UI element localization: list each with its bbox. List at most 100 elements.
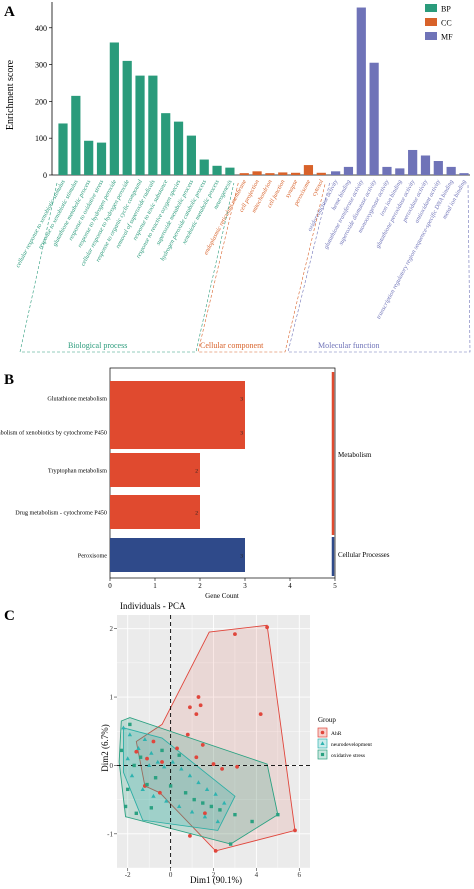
panel-a-ylabel: Enrichment score [5,59,16,130]
panel-c-point [201,801,205,805]
panel-c-point [168,784,173,788]
panel-c-point [189,809,195,814]
panel-c-point [276,812,280,817]
panel-c-point [153,776,158,780]
panel-a-bar [212,165,222,175]
panel-c-x-tick-label: -2 [125,871,131,879]
panel-a-group-bracket-bp [19,182,235,353]
panel-c-point [235,764,239,769]
panel-a-bar [265,173,275,175]
panel-c-point [204,787,210,791]
panel-a-group-brackets: Biological process Cellular component Mole… [19,182,471,353]
panel-a-bar [161,113,171,175]
panel-c-point [134,811,138,815]
panel-c-x-tick-label: 4 [255,871,259,879]
panel-a-bar [420,155,431,175]
panel-a-bar [343,166,354,175]
panel-c-point [203,811,207,816]
panel-c-point [151,739,156,744]
panel-a-group-bracket-cc [197,182,326,353]
panel-b-bar [110,538,245,572]
panel-b-bar [110,453,200,487]
panel-c-legend-marker [320,752,325,757]
panel-c-point [149,750,154,755]
panel-c-point [134,749,139,754]
panel-b-category-label: Peroxisome [78,553,107,560]
panel-c-point [211,762,216,766]
panel-c-plot: -2 0 2 4 6 -1 0 1 2 [107,615,310,879]
panel-c-y-tick-label: -1 [107,830,113,838]
panel-b-x-tick-label: 5 [333,582,337,590]
panel-c-point [194,712,199,717]
panel-a-category-labels: cellular response to xenobiotic stimulus… [14,178,467,320]
panel-c-point [126,787,130,792]
panel-c-point [218,808,222,812]
panel-c-legend-label: oxidative stress [331,753,365,759]
panel-a-bar [303,165,314,175]
panel-a-bar [96,142,107,175]
panel-c-point [228,842,233,846]
panel-c-point [179,766,184,771]
panel-a-bars [58,7,469,176]
panel-a-legend-label-cc: CC [441,19,452,28]
panel-a-y-tick-label: 0 [43,171,47,180]
panel-c-point [157,790,162,795]
panel-a-legend-swatch-cc [425,18,437,26]
panel-c-point [187,773,193,778]
panel-b-letter: B [4,372,14,388]
panel-c-point [145,756,149,761]
panel-c-point [149,806,154,810]
panel-c-point [142,737,148,742]
panel-c-point [151,793,156,798]
panel-c-point [258,712,263,717]
panel-b-x-tick-label: 0 [108,582,112,590]
panel-b-bar [110,381,245,415]
panel-c-point [220,766,224,771]
panel-b-x-tick-label: 4 [288,582,292,590]
panel-a-bar [109,42,119,175]
panel-a-group-label-bp: Biological process [68,341,127,350]
panel-c-ylabel: Dim2 (6.7%) [100,724,110,772]
panel-a-letter: A [4,4,15,20]
panel-a-bar [239,173,249,175]
panel-c-legend-marker [320,741,325,745]
panel-a-legend-label-mf: MF [441,33,453,42]
panel-c-legend-label: AhR [331,731,342,737]
panel-c-point [132,763,136,768]
panel-a-bar [433,161,443,175]
panel-c-point [119,748,123,753]
panel-c-point [160,748,164,753]
panel-a-y-tick-label: 200 [35,97,47,106]
panel-c-point [233,632,237,637]
panel-c-point [265,625,270,630]
panel-a-category-label: cytosol [311,178,326,197]
panel-b-x-tick-label: 1 [153,582,157,590]
panel-c-point [183,791,188,795]
panel-c-y-tick-label: 0 [110,762,114,770]
panel-c-point [170,759,175,764]
panel-b-bar [110,495,200,529]
panel-a-legend: BP CC MF [425,4,453,42]
panel-c-point [145,782,149,787]
panel-a-bar [71,95,81,175]
panel-c-point [155,759,160,764]
panel-a-group-label-mf: Molecular function [318,341,380,350]
panel-c-point [185,732,190,737]
panel-a-bar [356,7,366,176]
panel-c-point [136,746,141,750]
panel-c-point [213,849,218,853]
panel-c-legend-label: neurodevelopment [331,742,372,748]
panel-b-category-label: Metabolism of xenobiotics by cytochrome … [0,430,107,437]
panel-c-legend-title: Group [318,716,336,724]
panel-a-bar [459,173,469,175]
panel-c-point [222,800,227,805]
panel-a-category-label: cellular response to xenobiotic stimulus [14,178,67,269]
panel-a-bar [148,75,158,175]
panel-c-x-tick-label: 0 [169,871,173,879]
panel-c-point [250,819,254,824]
panel-b-category-label: Drug metabolism - cytochrome P450 [15,510,107,517]
panel-c-point [209,804,214,809]
panel-a-bar [316,172,326,175]
panel-b-bar-value: 3 [240,554,243,560]
